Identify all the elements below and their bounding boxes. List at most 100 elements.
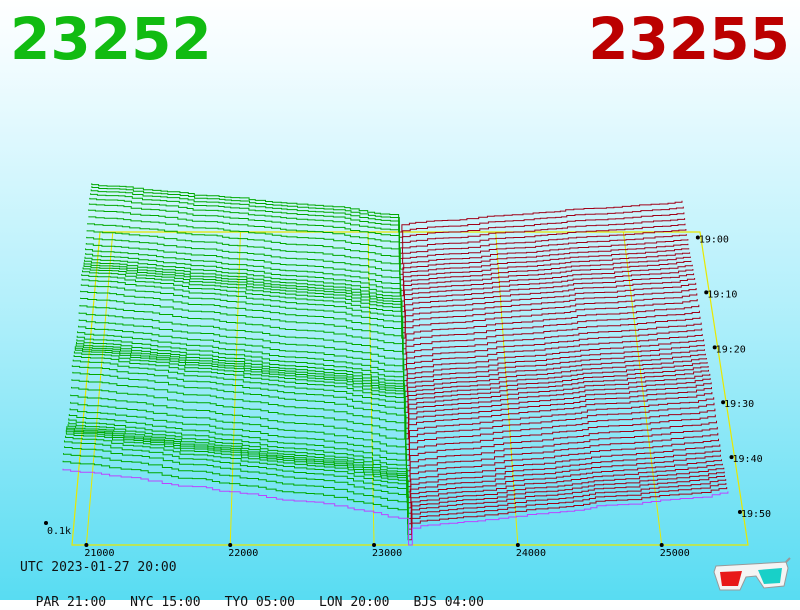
timezone-lon: LON 20:00 [319, 595, 390, 610]
ask-depth-line [405, 339, 705, 376]
ask-depth-line [404, 316, 701, 355]
ask-depth-line [403, 293, 698, 334]
ask-depth-line [402, 256, 691, 291]
ask-depth-line [401, 218, 686, 249]
price-tick-label: 24000 [516, 548, 546, 559]
bid-depth-line [62, 460, 410, 541]
bid-depth-line [71, 386, 408, 456]
ask-depth-line [400, 200, 683, 233]
ask-depth-line [400, 223, 686, 254]
ask-depth-line [407, 408, 716, 456]
bid-depth-line [78, 325, 406, 381]
bid-depth-line [82, 267, 404, 328]
ask-depth-line [407, 382, 712, 429]
price-tick-label: 21000 [84, 548, 114, 559]
bid-depth-line [84, 256, 403, 307]
price-tick-mark [228, 543, 233, 547]
depth-chart: 21000 22000 23000 24000 25000 19:00 19:10 19:2… [44, 183, 771, 559]
bid-price: 23252 [10, 5, 212, 73]
bid-depth-line [72, 359, 407, 435]
ask-depth-line [410, 491, 729, 546]
ask-depth-line [403, 299, 698, 339]
ask-depth-line [404, 304, 700, 344]
bid-depth-line [85, 253, 403, 302]
bid-depth-line [71, 379, 408, 450]
ask-depth-line [405, 358, 707, 397]
ask-depth-line [404, 310, 700, 350]
ask-depth-line [404, 334, 703, 371]
ask-depth-line [405, 344, 705, 381]
timezone-bar: PAR 21:00 NYC 15:00 TYO 05:00 LON 20:00 BJS … [20, 580, 508, 610]
ask-depth-line [407, 402, 715, 450]
bid-depth-line [73, 355, 407, 429]
time-tick-label: 19:00 [699, 234, 729, 245]
time-tick-mark [729, 455, 734, 460]
ask-depth-line [403, 278, 696, 318]
bid-depth-line [91, 186, 401, 238]
bid-depth-line [90, 193, 401, 249]
bid-depth-line [72, 371, 408, 445]
ask-depth-line [409, 463, 723, 509]
bid-depth-line [83, 262, 404, 318]
bid-depth-line [90, 189, 401, 244]
ask-depth-line [401, 234, 687, 265]
time-tick-label: 19:20 [716, 344, 746, 355]
ask-depth-line [406, 369, 709, 413]
ask-depth-line [408, 454, 721, 498]
bid-depth-line [67, 424, 409, 493]
time-tick-mark [737, 510, 742, 515]
ask-depth-line [402, 273, 695, 313]
ask-depth-line [406, 387, 712, 435]
depth-axis: 0.1k [44, 521, 71, 537]
ask-depth-line [401, 206, 684, 238]
time-tick-label: 19:50 [741, 509, 771, 520]
bid-depth-line [63, 453, 410, 535]
ask-depth-line [410, 479, 727, 530]
ask-depth-line [409, 487, 728, 541]
bid-depth-line [80, 290, 405, 355]
bid-depth-line [68, 421, 409, 488]
ask-depth-line [410, 467, 725, 514]
bid-depth-line [78, 312, 405, 371]
price-tick-mark [372, 543, 377, 547]
ask-depth-line [408, 432, 719, 477]
ask-depth-line [401, 248, 690, 281]
price-axis: 21000 22000 23000 24000 25000 [84, 543, 690, 559]
bid-depth-line [85, 248, 402, 297]
bid-depth-line [76, 339, 406, 397]
ask-depth-line [400, 212, 685, 244]
ask-depth-line [409, 449, 721, 493]
ask-depth-line [406, 378, 711, 424]
ask-depth-line [409, 471, 725, 519]
bid-depth-line [88, 216, 402, 270]
ask-depth-line [407, 414, 716, 461]
bid-depth-line [85, 243, 403, 291]
bid-depth-line [84, 259, 403, 313]
ask-depth-line [408, 426, 718, 472]
ask-depth-line [405, 353, 706, 392]
bid-depth-line [70, 401, 409, 466]
ask-depth-line [404, 328, 703, 366]
ask-depth-line [404, 322, 702, 360]
ask-depth-line [405, 349, 705, 387]
ask-depth-line [403, 288, 697, 328]
bid-depth-line [80, 297, 405, 360]
ask-depth-line [409, 475, 725, 525]
ask-depth-line [406, 373, 711, 419]
depth-slices [62, 183, 729, 546]
price-tick-label: 25000 [660, 548, 690, 559]
bid-depth-line [87, 223, 402, 275]
price-tick-label: 23000 [372, 548, 402, 559]
time-tick-label: 19:10 [707, 289, 737, 300]
price-tick-mark [515, 543, 520, 547]
time-tick-label: 19:40 [733, 454, 763, 465]
ask-depth-line [408, 459, 722, 504]
bid-depth-line [86, 230, 402, 281]
depth-tick-mark [44, 521, 48, 525]
ask-depth-line [402, 239, 689, 270]
ask-depth-line [406, 366, 709, 408]
bid-depth-line [88, 209, 401, 265]
3d-glasses-icon[interactable] [712, 556, 792, 592]
ask-depth-line [403, 282, 697, 323]
ask-depth-line [401, 243, 689, 275]
